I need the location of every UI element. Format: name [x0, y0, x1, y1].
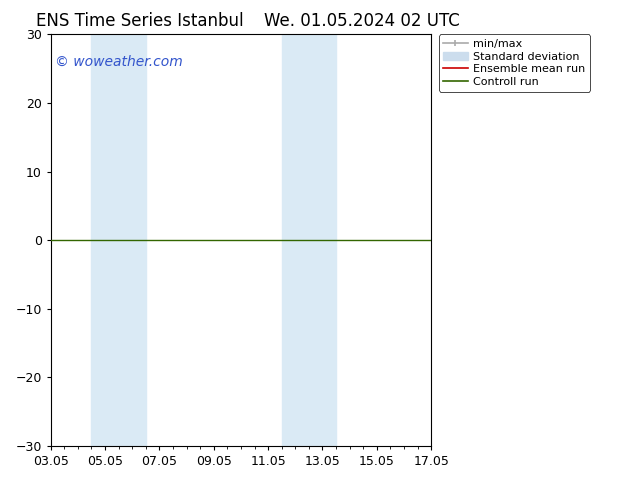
Bar: [91, 34, 146, 446]
Legend: min/max, Standard deviation, Ensemble mean run, Controll run: min/max, Standard deviation, Ensemble me…: [439, 34, 590, 92]
Text: © woweather.com: © woweather.com: [55, 55, 182, 69]
Bar: [281, 34, 336, 446]
Text: We. 01.05.2024 02 UTC: We. 01.05.2024 02 UTC: [264, 12, 459, 30]
Text: ENS Time Series Istanbul: ENS Time Series Istanbul: [36, 12, 243, 30]
